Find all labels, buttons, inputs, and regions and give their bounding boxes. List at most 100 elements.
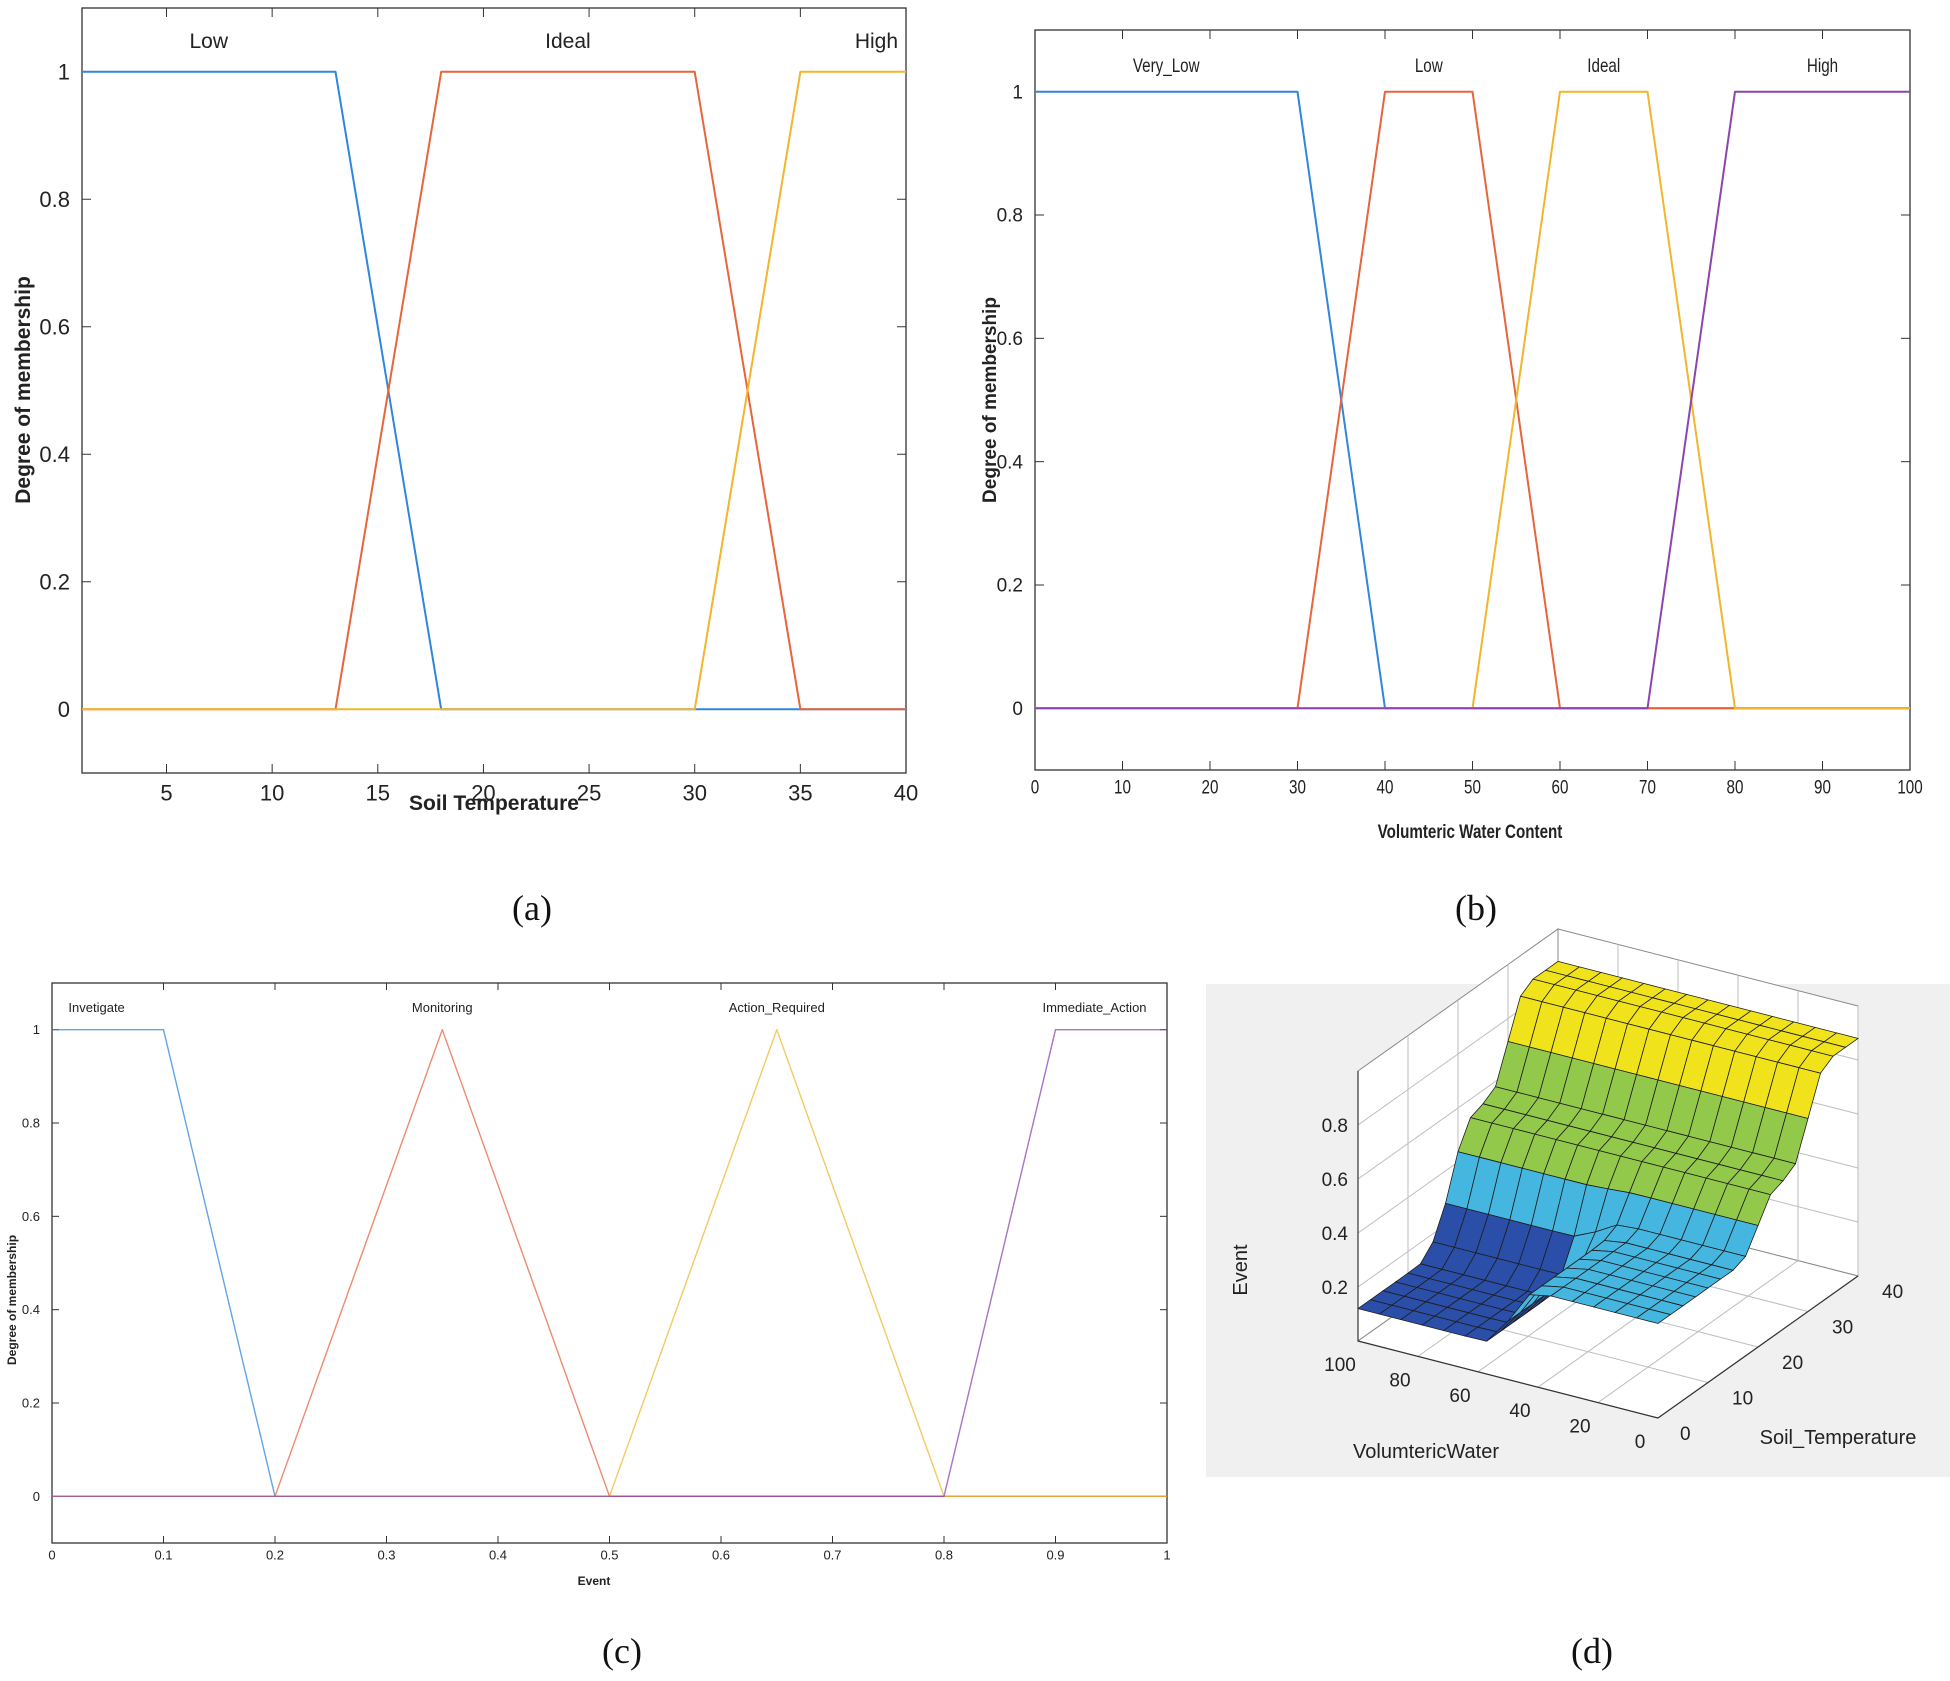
series-label-high: High	[855, 30, 898, 53]
series-label-low: Low	[190, 30, 229, 53]
x-tick-label: 0.4	[489, 1547, 507, 1562]
y-axis-label: Degree of membership	[980, 297, 1001, 503]
y-tick-label: 0.4	[997, 452, 1024, 473]
x-tick-label: 30	[1289, 776, 1306, 798]
x-tick-label: 5	[160, 781, 172, 806]
caption-d: (d)	[1571, 1631, 1613, 1671]
x-axis-label: Volumteric Water Content	[1378, 820, 1563, 842]
y-tick-label: 0	[1680, 1424, 1691, 1445]
x-tick-label: 0.9	[1046, 1547, 1064, 1562]
y-tick-label: 0.6	[39, 314, 70, 339]
y-tick-label: 1	[58, 59, 70, 84]
x-tick-label: 40	[894, 781, 918, 806]
x-axis-label: Soil Temperature	[409, 792, 579, 815]
caption-b: (b)	[1455, 888, 1497, 928]
y-tick-label: 0.2	[22, 1396, 40, 1411]
surface-patch	[1635, 1308, 1672, 1324]
y-tick-label: 30	[1832, 1318, 1853, 1339]
z-tick-label: 0.8	[1322, 1116, 1348, 1137]
y-tick-label: 0.6	[997, 329, 1023, 350]
y-tick-label: 1	[1012, 82, 1023, 103]
x-tick-label: 35	[788, 781, 812, 806]
series-line-high	[1035, 90, 1910, 710]
x-tick-label: 30	[682, 781, 706, 806]
plot-frame	[51, 982, 1168, 1544]
series-label-ideal: Ideal	[545, 30, 591, 53]
x-tick-label: 100	[1324, 1355, 1356, 1376]
x-tick-label: 15	[366, 781, 390, 806]
y-tick-label: 0.2	[39, 569, 70, 594]
y-axis-line	[1657, 1275, 1859, 1419]
x-tick-label: 0.6	[712, 1547, 730, 1562]
x-axis-line	[1357, 1340, 1659, 1419]
y-tick-label: 20	[1782, 1353, 1803, 1374]
series-line-immediate_action	[52, 1028, 1167, 1498]
y-tick-label: 0.4	[39, 442, 70, 467]
x-tick-label: 100	[1897, 776, 1922, 798]
y-axis-label: Soil_Temperature	[1760, 1427, 1917, 1449]
x-tick-label: 50	[1464, 776, 1481, 798]
x-tick-label: 80	[1727, 776, 1744, 798]
x-tick-label: 70	[1639, 776, 1656, 798]
y-tick-label: 0.6	[22, 1209, 40, 1224]
x-tick-label: 0.5	[600, 1547, 618, 1562]
x-tick-label: 0.2	[266, 1547, 284, 1562]
y-tick-label: 0.8	[39, 187, 70, 212]
x-tick-label: 60	[1449, 1386, 1470, 1407]
series-label-immediate_action: Immediate_Action	[1042, 1000, 1146, 1015]
x-axis-label: Event	[578, 1574, 611, 1588]
series-label-monitoring: Monitoring	[412, 1000, 473, 1015]
y-axis-label: Degree of membership	[5, 1235, 19, 1365]
z-tick-label: 0.4	[1322, 1224, 1349, 1245]
x-tick-label: 1	[1163, 1547, 1170, 1562]
y-tick-label: 0	[58, 697, 70, 722]
x-tick-label: 40	[1377, 776, 1394, 798]
y-tick-label: 10	[1732, 1389, 1753, 1410]
x-tick-label: 20	[1202, 776, 1219, 798]
panel-d-event-surface: 100 80 60 40 20 0 10 20 30 40 0 0.2 0.4 0.6 0.8 Volumte…	[1206, 928, 1950, 1477]
panel-b-water-content-membership: 0 10 20 30 40 50 60 70 80 90 100 0 0.2 0.4 0.6 0.8 1 Very…	[980, 29, 1923, 842]
x-tick-label: 0.7	[823, 1547, 841, 1562]
y-tick-label: 0.2	[997, 576, 1023, 597]
x-tick-label: 0	[1031, 776, 1039, 798]
series-label-invetigate: Invetigate	[68, 1000, 124, 1015]
y-tick-label: 40	[1882, 1282, 1903, 1303]
x-tick-label: 0.3	[377, 1547, 395, 1562]
x-axis-label: VolumtericWater	[1353, 1441, 1499, 1463]
y-tick-label: 1	[33, 1022, 40, 1037]
series-label-high: High	[1807, 54, 1838, 76]
y-tick-label: 0.4	[22, 1302, 40, 1317]
panel-a-soil-temperature-membership: 5 10 15 20 25 30 35 40 0 0.2 0.4 0.6 0.8 1 Low Ideal Hig…	[12, 7, 918, 815]
x-tick-label: 25	[577, 781, 601, 806]
x-tick-label: 20	[1569, 1417, 1590, 1438]
z-axis-label: Event	[1230, 1244, 1252, 1296]
x-tick-label: 10	[1114, 776, 1131, 798]
series-label-ideal: Ideal	[1587, 54, 1620, 76]
series-label-very_low: Very_Low	[1133, 54, 1200, 76]
series-line-high	[82, 70, 906, 711]
z-tick-label: 0.6	[1322, 1170, 1348, 1191]
y-tick-label: 0	[1012, 699, 1023, 720]
y-axis-label: Degree of membership	[12, 276, 35, 504]
x-tick-label: 80	[1389, 1370, 1410, 1391]
x-tick-label: 40	[1509, 1401, 1530, 1422]
series-label-action_required: Action_Required	[729, 1000, 825, 1015]
x-tick-label: 10	[260, 781, 284, 806]
x-tick-label: 0	[1635, 1432, 1646, 1453]
series-label-low: Low	[1415, 54, 1443, 76]
x-tick-label: 60	[1552, 776, 1569, 798]
x-tick-label: 0	[48, 1547, 55, 1562]
x-tick-label: 20	[471, 781, 495, 806]
y-tick-label: 0.8	[997, 206, 1023, 227]
x-tick-label: 0.1	[154, 1547, 172, 1562]
y-tick-label: 0	[33, 1489, 40, 1504]
panel-c-event-membership: 0 0.1 0.2 0.3 0.4 0.5 0.6 0.7 0.8 0.9 1 0 0.2 0.4 0.6 0…	[5, 982, 1171, 1588]
y-tick-label: 0.8	[22, 1116, 40, 1131]
z-tick-label: 0.2	[1322, 1278, 1348, 1299]
plot-frame	[1034, 29, 1911, 771]
x-tick-label: 90	[1814, 776, 1831, 798]
caption-c: (c)	[602, 1631, 642, 1671]
plot-frame	[81, 7, 907, 774]
caption-a: (a)	[512, 888, 552, 928]
